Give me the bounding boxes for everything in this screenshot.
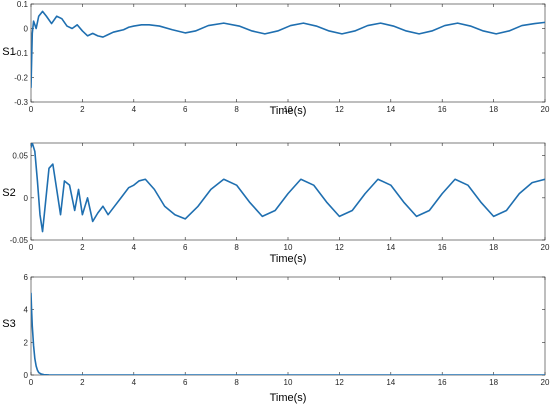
x-tick-label: 16 xyxy=(438,105,447,114)
x-tick-label: 20 xyxy=(541,105,550,114)
x-tick-label: 10 xyxy=(284,105,293,114)
x-tick-label: 14 xyxy=(386,243,395,252)
x-tick-label: 10 xyxy=(284,243,293,252)
x-tick-label: 2 xyxy=(80,243,85,252)
x-axis-label: Time(s) xyxy=(270,392,307,404)
x-tick-label: 2 xyxy=(80,105,85,114)
x-tick-label: 14 xyxy=(386,378,395,387)
x-tick-label: 8 xyxy=(234,378,239,387)
series-line xyxy=(31,143,545,233)
x-tick-label: 6 xyxy=(183,243,188,252)
x-tick-label: 12 xyxy=(335,243,344,252)
y-tick-label: -0.3 xyxy=(14,98,28,107)
y-tick-label: -0.2 xyxy=(14,74,28,83)
y-tick-label: 0.1 xyxy=(17,0,29,9)
y-tick-label: -0.05 xyxy=(10,236,29,245)
x-tick-label: 16 xyxy=(438,243,447,252)
x-tick-label: 4 xyxy=(132,105,137,114)
x-tick-label: 0 xyxy=(29,378,34,387)
y-axis-label: S3 xyxy=(2,318,15,330)
x-tick-label: 18 xyxy=(489,105,498,114)
y-tick-label: 0 xyxy=(24,25,29,34)
y-axis-label: S1 xyxy=(2,46,15,58)
x-tick-label: 12 xyxy=(335,105,344,114)
y-tick-label: 0 xyxy=(24,371,29,380)
x-tick-label: 4 xyxy=(132,243,137,252)
panel-s3: 0 2 4 6 8 10 12 14 16 18 20 0 2 4 6 Time(s) S3 xyxy=(2,273,550,404)
x-tick-label: 0 xyxy=(29,243,34,252)
y-tick-label: 2 xyxy=(24,338,29,347)
y-axis-label: S2 xyxy=(2,187,15,199)
x-tick-label: 18 xyxy=(489,378,498,387)
x-tick-label: 16 xyxy=(438,378,447,387)
y-tick-label: 0.05 xyxy=(12,152,28,161)
x-tick-label: 6 xyxy=(183,378,188,387)
x-tick-label: 14 xyxy=(386,105,395,114)
x-tick-label: 20 xyxy=(541,378,550,387)
series-line xyxy=(31,292,545,375)
axes-frame xyxy=(30,3,546,103)
x-axis-label: Time(s) xyxy=(270,253,307,265)
panel-s1: 0 2 4 6 8 10 12 14 16 18 20 -0.3 -0.2 -0.1 0 0.1 Time(s)… xyxy=(2,0,550,117)
x-tick-label: 2 xyxy=(80,378,85,387)
x-tick-label: 20 xyxy=(541,243,550,252)
axes-frame xyxy=(30,142,546,241)
x-axis-label: Time(s) xyxy=(270,105,307,117)
x-tick-label: 12 xyxy=(335,378,344,387)
y-tick-label: 6 xyxy=(24,273,29,282)
x-tick-label: 6 xyxy=(183,105,188,114)
x-tick-label: 8 xyxy=(234,105,239,114)
axes-frame xyxy=(30,276,546,376)
x-tick-label: 4 xyxy=(132,378,137,387)
x-tick-label: 18 xyxy=(489,243,498,252)
x-tick-label: 0 xyxy=(29,105,34,114)
series-line xyxy=(31,10,545,89)
x-tick-label: 10 xyxy=(284,378,293,387)
y-tick-label: -0.1 xyxy=(14,49,28,58)
x-tick-label: 8 xyxy=(234,243,239,252)
y-tick-label: 0 xyxy=(24,194,29,203)
y-tick-label: 4 xyxy=(24,306,29,315)
